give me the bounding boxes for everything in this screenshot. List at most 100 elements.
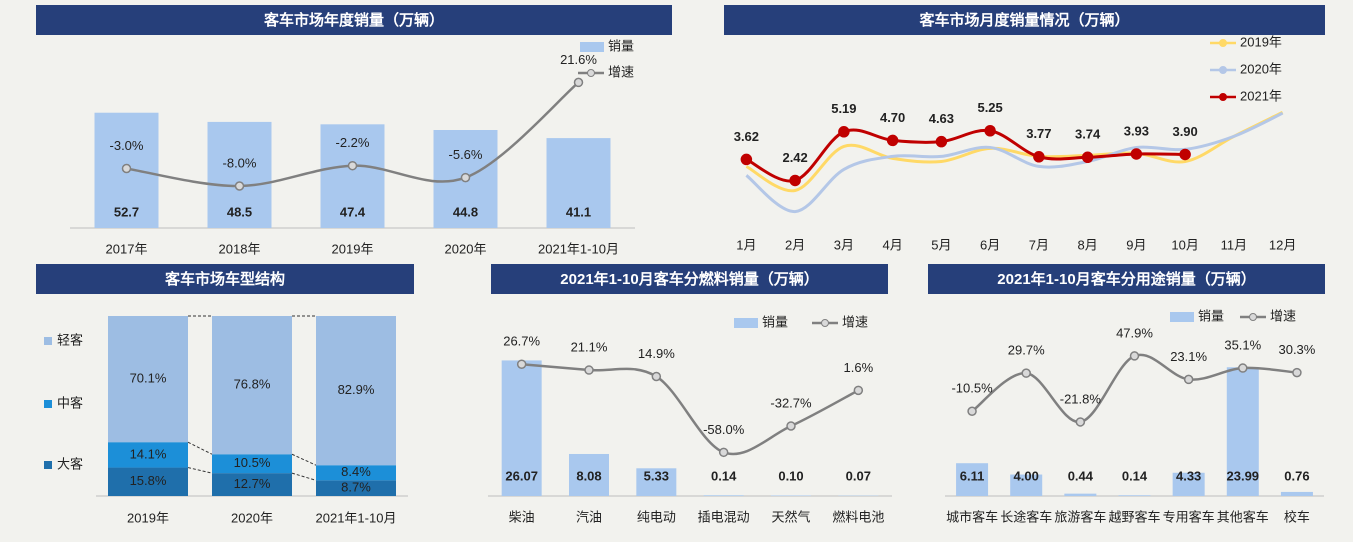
data-label: 6.11 <box>960 468 985 483</box>
bar <box>771 495 811 496</box>
bar <box>636 468 677 496</box>
x-tick-label: 2019年 <box>332 241 374 256</box>
legend-marker <box>1219 93 1227 101</box>
chart-title: 2021年1-10月客车分用途销量（万辆） <box>997 270 1255 288</box>
line-marker <box>935 135 948 148</box>
line-marker <box>786 421 796 431</box>
legend-label: 2021年 <box>1240 88 1282 103</box>
legend-label: 销量 <box>762 314 788 329</box>
data-label: 70.1% <box>130 371 167 386</box>
legend-marker <box>580 42 604 52</box>
line-marker <box>573 77 584 88</box>
x-tick-label: 插电混动 <box>698 509 750 524</box>
line <box>745 111 1284 214</box>
line-marker <box>838 126 850 138</box>
connector <box>187 441 213 455</box>
data-label: 2.42 <box>782 150 807 165</box>
data-label: 4.63 <box>929 111 954 126</box>
legend-label: 2019年 <box>1240 34 1282 49</box>
line-marker <box>1179 148 1191 161</box>
data-label: 8.7% <box>341 480 371 495</box>
line-marker <box>1238 363 1248 373</box>
bar-segment <box>316 480 396 496</box>
x-tick-label: 3月 <box>834 237 854 252</box>
x-tick-label: 7月 <box>1029 237 1049 252</box>
chart-title: 客车市场月度销量情况（万辆） <box>918 11 1129 29</box>
line-marker <box>516 359 527 369</box>
data-label: 0.14 <box>1122 468 1148 483</box>
title-bar <box>36 264 414 294</box>
legend-label: 2020年 <box>1240 61 1282 76</box>
data-label: -10.5% <box>951 381 993 396</box>
line <box>126 81 580 188</box>
x-tick-label: 燃料电池 <box>832 509 884 524</box>
connector <box>187 467 213 474</box>
data-label: 4.70 <box>880 110 905 125</box>
data-label: 1.6% <box>844 360 874 375</box>
data-label: 26.07 <box>505 468 538 483</box>
line-marker <box>1075 417 1086 427</box>
data-label: 8.4% <box>341 464 371 479</box>
x-tick-label: 4月 <box>883 237 903 252</box>
x-tick-label: 5月 <box>931 237 951 252</box>
data-label: -21.8% <box>1060 391 1102 406</box>
bar <box>1064 493 1097 496</box>
x-tick-label: 8月 <box>1078 237 1098 252</box>
x-tick-label: 旅游客车 <box>1054 509 1106 524</box>
x-tick-label: 11月 <box>1221 237 1248 252</box>
line-marker <box>1130 148 1143 160</box>
x-tick-label: 1月 <box>736 237 756 252</box>
legend-marker <box>44 461 52 469</box>
data-label: 23.99 <box>1227 468 1260 483</box>
data-label: 14.9% <box>638 346 675 361</box>
data-label: -5.6% <box>449 147 483 162</box>
legend-label: 增速 <box>608 64 634 79</box>
line-marker <box>1129 351 1140 361</box>
legend-marker <box>44 337 52 345</box>
title-bar <box>36 5 672 35</box>
legend-marker <box>821 319 829 327</box>
line-marker <box>121 163 132 174</box>
bar-segment <box>108 316 188 443</box>
x-tick-label: 2021年1-10月 <box>316 510 397 525</box>
data-label: 76.8% <box>234 377 271 392</box>
data-label: -58.0% <box>703 422 745 437</box>
bar <box>956 463 989 496</box>
data-label: 10.5% <box>234 455 271 470</box>
title-bar <box>491 264 888 294</box>
data-label: 4.00 <box>1014 468 1039 483</box>
data-label: 48.5 <box>227 204 252 219</box>
x-tick-label: 2021年1-10月 <box>538 241 619 256</box>
bar <box>1226 367 1259 496</box>
x-tick-label: 10月 <box>1171 237 1198 252</box>
bar <box>1118 495 1151 496</box>
data-label: -3.0% <box>110 138 144 153</box>
line-marker <box>886 134 899 147</box>
x-tick-label: 纯电动 <box>637 509 676 524</box>
data-label: 15.8% <box>130 473 167 488</box>
bar <box>1172 472 1205 496</box>
x-tick-label: 校车 <box>1284 509 1310 524</box>
chart-title: 客车市场年度销量（万辆） <box>263 11 444 29</box>
bar <box>207 121 272 228</box>
bar <box>1280 491 1313 496</box>
data-label: -2.2% <box>336 135 370 150</box>
x-tick-label: 2018年 <box>219 241 261 256</box>
legend-marker <box>1219 66 1227 74</box>
line-marker <box>347 160 358 171</box>
x-tick-label: 柴油 <box>509 509 535 524</box>
line-marker <box>789 174 801 187</box>
legend-label: 增速 <box>1270 308 1296 323</box>
data-label: 3.90 <box>1172 124 1197 139</box>
data-label: 12.7% <box>234 476 271 491</box>
chart-title: 2021年1-10月客车分燃料销量（万辆） <box>560 270 818 288</box>
data-label: 14.1% <box>130 446 167 461</box>
legend-label: 销量 <box>608 38 634 53</box>
line-marker <box>718 447 729 458</box>
legend-marker <box>1170 312 1194 322</box>
legend-marker <box>1219 39 1227 47</box>
x-tick-label: 专用客车 <box>1163 509 1215 524</box>
data-label: 21.1% <box>571 339 608 354</box>
data-label: 26.7% <box>503 334 540 349</box>
line-marker <box>460 172 471 183</box>
